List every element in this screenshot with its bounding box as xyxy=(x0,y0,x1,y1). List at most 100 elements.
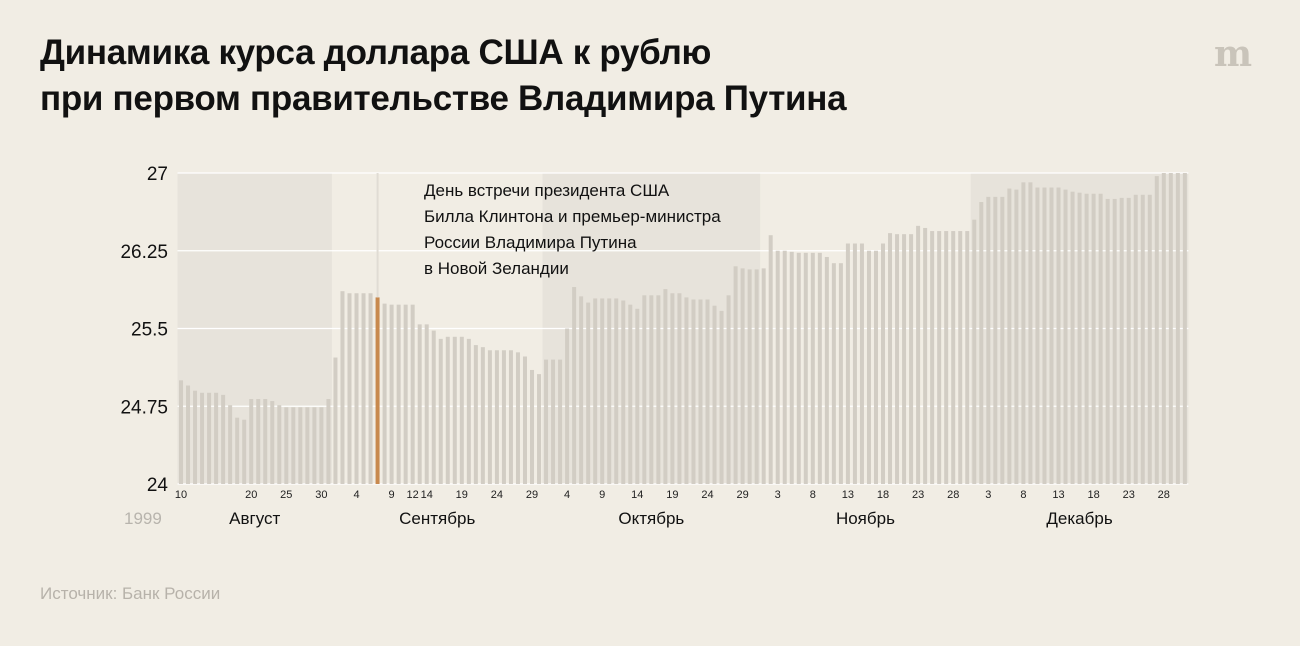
bar xyxy=(944,231,949,484)
bar xyxy=(796,252,801,484)
bar xyxy=(831,263,836,484)
highlight-bar xyxy=(375,297,380,484)
bar xyxy=(494,350,499,484)
bar xyxy=(712,305,717,484)
bar xyxy=(382,303,387,484)
bar xyxy=(733,266,738,484)
y-tick-label: 25.5 xyxy=(131,320,168,341)
bar xyxy=(1049,187,1054,484)
bar xyxy=(1035,187,1040,484)
bar xyxy=(228,405,233,484)
bar xyxy=(902,234,907,484)
bar xyxy=(628,304,633,484)
bar xyxy=(705,299,710,484)
x-tick-label: 29 xyxy=(736,489,748,501)
y-tick-label: 27 xyxy=(147,164,168,185)
bar xyxy=(410,304,415,484)
bar xyxy=(803,252,808,484)
x-tick-label: 4 xyxy=(353,489,359,501)
x-tick-label: 9 xyxy=(599,489,605,501)
bar xyxy=(677,293,682,484)
bar xyxy=(466,338,471,484)
y-tick-label: 24 xyxy=(147,475,169,496)
bar xyxy=(417,324,422,484)
x-tick-label: 23 xyxy=(1123,489,1135,501)
meduza-logo-icon[interactable]: m xyxy=(1214,33,1253,75)
bar xyxy=(909,234,914,484)
chart-title-line1: Динамика курса доллара США к рублю xyxy=(40,33,712,72)
bar xyxy=(298,407,303,484)
bar xyxy=(1063,189,1068,484)
bar xyxy=(347,293,352,484)
bar xyxy=(284,407,289,484)
bar xyxy=(326,398,331,484)
bar xyxy=(663,289,668,484)
bar xyxy=(916,225,921,484)
bar xyxy=(305,407,310,484)
month-label: Декабрь xyxy=(1046,509,1112,528)
bar xyxy=(179,380,184,484)
x-tick-label: 19 xyxy=(456,489,468,501)
x-tick-label: 8 xyxy=(810,489,816,501)
bar xyxy=(824,256,829,484)
bar xyxy=(600,298,605,484)
bar xyxy=(1133,194,1138,484)
bar xyxy=(522,356,527,484)
bar xyxy=(438,338,443,484)
bar xyxy=(537,374,542,484)
bar xyxy=(1098,193,1103,484)
bar xyxy=(845,243,850,484)
bar xyxy=(635,308,640,484)
bar xyxy=(1056,187,1061,484)
x-tick-label: 12 xyxy=(407,489,419,501)
bar xyxy=(459,336,464,484)
bar xyxy=(740,268,745,484)
bar xyxy=(396,304,401,484)
bar xyxy=(544,359,549,484)
bar xyxy=(572,287,577,484)
bar xyxy=(1091,193,1096,484)
bar xyxy=(1182,173,1187,484)
bar xyxy=(993,196,998,485)
bar xyxy=(354,293,359,484)
bar xyxy=(888,233,893,484)
annotation-text: День встречи президента США xyxy=(424,181,670,200)
chart-title-line2: при первом правительстве Владимира Путин… xyxy=(40,79,847,118)
bar xyxy=(473,345,478,484)
bar xyxy=(1042,187,1047,484)
bar xyxy=(789,251,794,484)
x-tick-label: 24 xyxy=(491,489,503,501)
bar xyxy=(979,202,984,484)
bar xyxy=(368,293,373,484)
bar xyxy=(424,324,429,484)
bar xyxy=(551,359,556,484)
bar xyxy=(670,293,675,484)
x-axis: 10 20 25 30 4 9 12 14 19 24 29 4 9 14 19 24 29 3 8 13 18 23 28… xyxy=(124,489,1170,528)
bar xyxy=(291,407,296,484)
bar xyxy=(649,295,654,484)
bar xyxy=(1126,197,1131,484)
x-tick-label: 23 xyxy=(912,489,924,501)
x-tick-label: 28 xyxy=(1158,489,1170,501)
bar xyxy=(214,392,219,484)
bar xyxy=(186,385,191,484)
month-label: Сентябрь xyxy=(399,509,475,528)
bar xyxy=(873,250,878,484)
bar xyxy=(754,269,759,484)
bar xyxy=(747,269,752,484)
month-label: Август xyxy=(229,509,280,528)
bar xyxy=(1070,191,1075,484)
bar xyxy=(256,398,261,484)
y-tick-label: 26.25 xyxy=(120,242,168,263)
bar xyxy=(1119,197,1124,484)
bar xyxy=(340,291,345,484)
bar xyxy=(775,250,780,484)
bar xyxy=(249,398,254,484)
bar xyxy=(319,407,324,484)
bar xyxy=(656,295,661,484)
bar xyxy=(579,296,584,484)
bar xyxy=(1105,198,1110,484)
x-tick-label: 18 xyxy=(1087,489,1099,501)
x-tick-label: 10 xyxy=(175,489,187,501)
bar xyxy=(361,293,366,484)
